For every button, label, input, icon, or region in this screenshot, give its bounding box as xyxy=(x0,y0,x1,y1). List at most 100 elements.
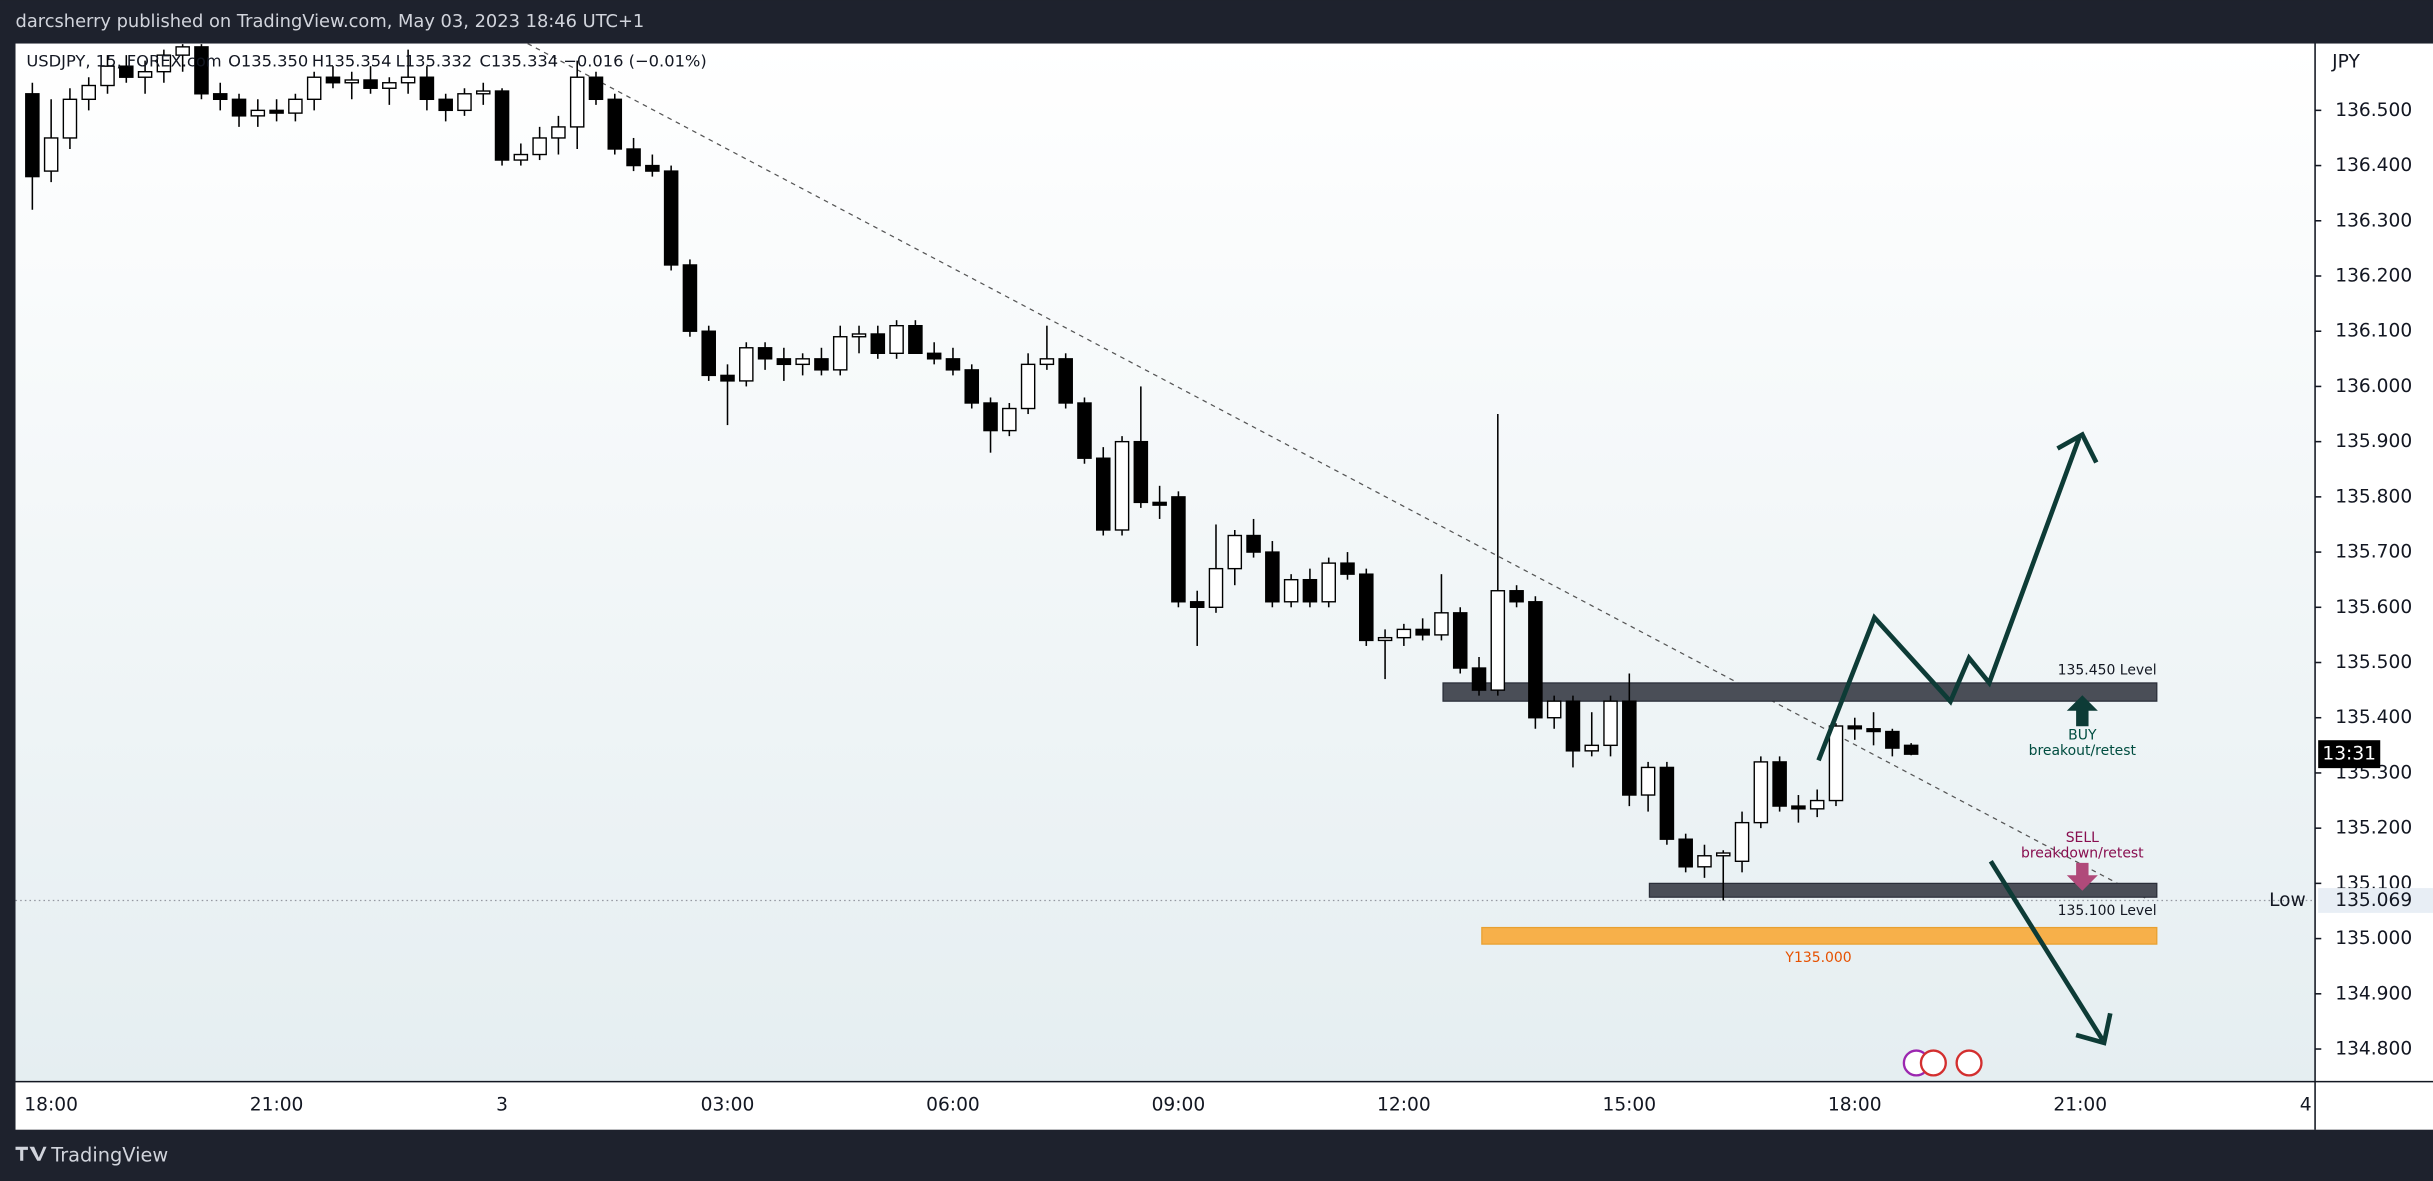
candle-body xyxy=(1415,628,1430,636)
y-tick-label: 135.400 xyxy=(2335,707,2412,728)
candle-body xyxy=(1509,590,1524,603)
candle-body xyxy=(1114,440,1130,531)
candle-body xyxy=(908,324,923,355)
candle-body xyxy=(569,76,585,128)
candle-body xyxy=(682,264,698,332)
candle-body xyxy=(344,79,360,84)
candle-body xyxy=(1528,601,1543,719)
sell-note: breakdown/retest xyxy=(2021,846,2144,862)
legend-ohlc: H135.354 xyxy=(312,52,392,71)
candle-body xyxy=(1265,551,1280,603)
candle-body xyxy=(1471,667,1487,691)
arrow-head xyxy=(2075,1012,2113,1046)
candle-body xyxy=(964,369,980,404)
sell-note: SELL xyxy=(2066,830,2099,846)
x-tick-label: 21:00 xyxy=(2053,1094,2107,1115)
time-axis xyxy=(15,1081,2316,1130)
candle-body xyxy=(776,358,792,366)
zone xyxy=(1481,926,2158,945)
candle-body xyxy=(1847,725,1863,730)
candle-body xyxy=(983,402,998,432)
zone xyxy=(1442,682,2158,702)
buy-note: breakout/retest xyxy=(2029,743,2137,759)
candle-body xyxy=(325,76,341,84)
candle-body xyxy=(663,170,679,266)
candle-body xyxy=(212,93,228,101)
candle-body xyxy=(889,324,904,355)
y-tick-label: 136.400 xyxy=(2335,155,2412,176)
candle-body xyxy=(1377,636,1393,642)
candle-body xyxy=(588,76,604,101)
event-icon xyxy=(1955,1049,1983,1077)
candle-body xyxy=(832,336,848,371)
candle-body xyxy=(1828,725,1844,802)
candle-body xyxy=(1227,534,1243,570)
candle-body xyxy=(457,93,472,112)
candle-body xyxy=(438,98,453,112)
candle-body xyxy=(1359,573,1374,642)
arrow-head xyxy=(2056,431,2099,464)
candle-body xyxy=(288,98,303,114)
projection-arrow xyxy=(1816,436,2082,762)
y-tick-label: 135.900 xyxy=(2335,431,2412,452)
low-price: 135.069 xyxy=(2335,890,2412,911)
candle-body xyxy=(701,330,716,377)
candle-body xyxy=(551,126,566,139)
legend-ohlc: L135.332 xyxy=(396,52,472,71)
footer-text: TradingView xyxy=(50,1144,168,1167)
candle-body xyxy=(1490,590,1506,691)
projection-arrow xyxy=(1988,860,2105,1041)
candle-body xyxy=(1434,612,1449,636)
plot xyxy=(25,44,2158,945)
candle-body xyxy=(62,98,78,139)
candle-body xyxy=(1603,700,1618,747)
candle-body xyxy=(175,46,190,56)
candle-body xyxy=(1171,496,1186,603)
candle-body xyxy=(926,352,942,360)
candle-body xyxy=(1283,578,1299,603)
x-tick-label: 18:00 xyxy=(1828,1094,1882,1115)
candle-body xyxy=(1208,567,1224,608)
candle-body xyxy=(1809,799,1825,810)
zone-label: 135.450 Level xyxy=(2058,663,2157,679)
candle-body xyxy=(194,46,209,95)
currency: JPY xyxy=(2331,52,2360,73)
y-tick-label: 134.900 xyxy=(2335,983,2412,1004)
candle-body xyxy=(25,93,40,178)
candle-body xyxy=(739,347,754,382)
overlay xyxy=(1816,431,2113,1077)
countdown: 13:31 xyxy=(2322,744,2376,765)
legend-ohlc: O135.350 xyxy=(228,52,308,71)
candle-body xyxy=(1734,821,1750,862)
candle-body xyxy=(1189,601,1205,608)
candle-body xyxy=(626,148,641,167)
candle-body xyxy=(1697,855,1712,868)
legend: USDJPY, 15, FOREX.com O135.350 H135.354 L13… xyxy=(26,52,706,71)
candle-body xyxy=(513,153,529,161)
y-tick-label: 135.200 xyxy=(2335,818,2412,839)
x-tick-label: 21:00 xyxy=(250,1094,304,1115)
candle-body xyxy=(1340,562,1355,575)
header: darcsherry published on TradingView.com,… xyxy=(16,11,645,32)
candle-body xyxy=(81,84,96,101)
candle-body xyxy=(851,333,867,338)
buy-note: BUY xyxy=(2068,728,2097,744)
candle-body xyxy=(870,333,886,355)
zone xyxy=(1648,882,2158,898)
candle-body xyxy=(137,71,153,78)
x-tick-label: 3 xyxy=(496,1094,508,1115)
y-tick-label: 136.500 xyxy=(2335,100,2412,121)
candle-body xyxy=(1866,728,1881,733)
candle-body xyxy=(1095,457,1111,531)
candle-body xyxy=(814,358,829,371)
candle-body xyxy=(1020,363,1036,410)
candle-body xyxy=(1246,534,1261,553)
y-tick-label: 136.100 xyxy=(2335,321,2412,342)
price-axis xyxy=(2315,43,2433,1130)
y-tick-label: 136.000 xyxy=(2335,376,2412,397)
legend-change: −0.016 (−0.01%) xyxy=(563,52,707,71)
y-tick-label: 135.500 xyxy=(2335,652,2412,673)
candle-body xyxy=(1791,805,1806,810)
candle-body xyxy=(100,65,115,87)
